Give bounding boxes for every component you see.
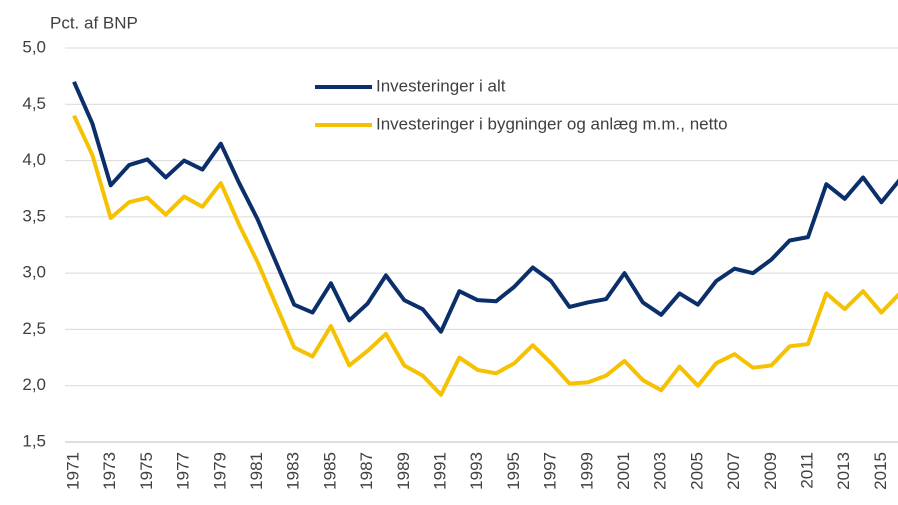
x-tick-label: 1999: [577, 452, 596, 490]
x-tick-label: 2015: [871, 452, 890, 490]
x-tick-label: 1971: [63, 452, 82, 490]
x-tick-label: 1995: [504, 452, 523, 490]
x-tick-label: 1977: [174, 452, 193, 490]
x-tick-label: 1993: [467, 452, 486, 490]
x-tick-label: 1989: [394, 452, 413, 490]
legend-label: Investeringer i bygninger og anlæg m.m.,…: [376, 114, 728, 133]
x-tick-label: 1973: [100, 452, 119, 490]
y-tick-label: 3,0: [22, 263, 46, 282]
x-tick-label: 1991: [430, 452, 449, 490]
x-tick-label: 1983: [284, 452, 303, 490]
y-tick-label: 2,5: [22, 319, 46, 338]
x-tick-label: 2005: [687, 452, 706, 490]
x-tick-label: 1985: [320, 452, 339, 490]
x-tick-label: 1981: [247, 452, 266, 490]
data-line: [72, 80, 898, 334]
x-tick-label: 1987: [357, 452, 376, 490]
x-tick-label: 1979: [210, 452, 229, 490]
y-tick-label: 2,0: [22, 375, 46, 394]
legend-label: Investeringer i alt: [376, 76, 506, 95]
x-tick-label: 2011: [797, 452, 816, 489]
y-tick-label: 5,0: [22, 37, 46, 56]
y-axis-label: Pct. af BNP: [50, 13, 138, 32]
y-tick-label: 3,5: [22, 206, 46, 225]
y-tick-label: 1,5: [22, 431, 46, 450]
data-line: [72, 114, 898, 397]
x-tick-label: 1975: [137, 452, 156, 490]
y-tick-label: 4,5: [22, 94, 46, 113]
x-tick-label: 2013: [834, 452, 853, 490]
y-tick-label: 4,0: [22, 150, 46, 169]
x-tick-label: 1997: [541, 452, 560, 490]
x-tick-label: 2003: [651, 452, 670, 490]
x-tick-label: 2007: [724, 452, 743, 490]
x-tick-label: 2009: [761, 452, 780, 490]
x-tick-label: 2001: [614, 452, 633, 490]
